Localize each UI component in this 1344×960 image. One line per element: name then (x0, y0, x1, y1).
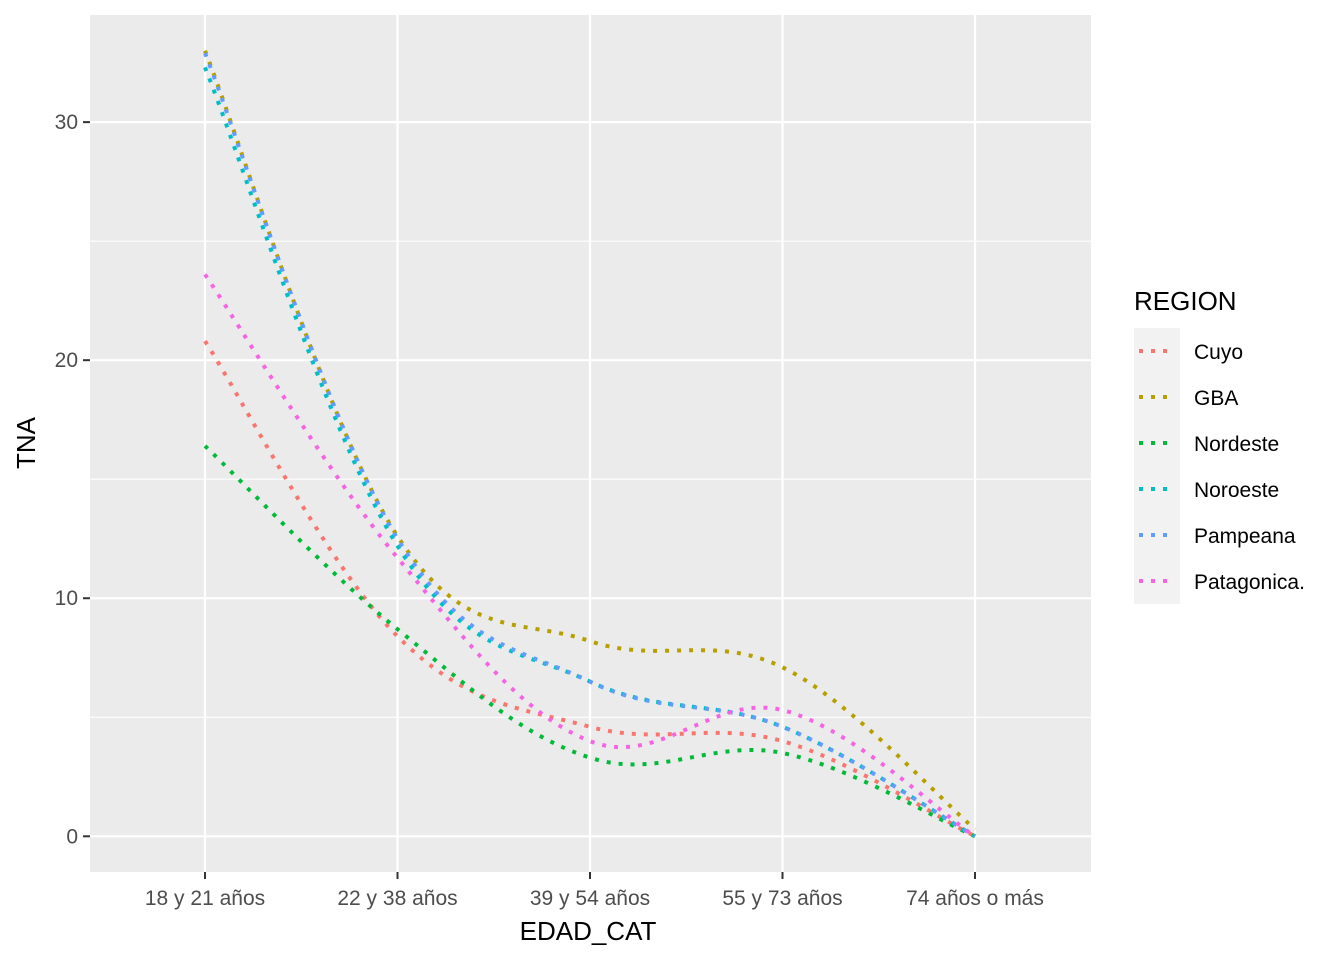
series-layer (203, 49, 977, 839)
x-tick-label: 55 y 73 años (722, 887, 842, 910)
legend-label-noroeste: Noroeste (1194, 479, 1279, 502)
y-axis: 0 10 20 30 (55, 111, 90, 848)
series-line-noroeste (203, 66, 976, 839)
x-tick-label: 39 y 54 años (530, 887, 650, 910)
legend-label-gba: GBA (1194, 387, 1238, 410)
legend-label-patagonica: Patagonica. (1194, 571, 1305, 594)
legend-title: REGION (1134, 286, 1237, 316)
legend-label-cuyo: Cuyo (1194, 341, 1243, 364)
x-axis: 18 y 21 años 22 y 38 años 39 y 54 años 55 y… (145, 872, 1044, 910)
series-line-patagonica (203, 273, 977, 838)
legend-items: Cuyo GBA Nordeste Noroeste Pampeana Patagonic… (1134, 328, 1305, 604)
y-tick-label: 20 (55, 349, 78, 372)
major-gridlines (90, 15, 1091, 872)
x-tick-label: 22 y 38 años (337, 887, 457, 910)
legend-label-nordeste: Nordeste (1194, 433, 1279, 456)
x-axis-title: EDAD_CAT (520, 916, 657, 946)
y-tick-label: 30 (55, 111, 78, 134)
series-line-nordeste (203, 444, 976, 839)
y-tick-label: 10 (55, 587, 78, 610)
x-tick-label: 74 años o más (906, 887, 1044, 910)
x-tick-label: 18 y 21 años (145, 887, 265, 910)
series-line-cuyo (203, 340, 976, 839)
y-tick-label: 0 (66, 825, 78, 848)
y-axis-title: TNA (11, 416, 41, 469)
legend-label-pampeana: Pampeana (1194, 525, 1296, 548)
legend: REGION Cuyo GBA Nordeste Noroeste Pampeana Pa… (1134, 286, 1305, 604)
